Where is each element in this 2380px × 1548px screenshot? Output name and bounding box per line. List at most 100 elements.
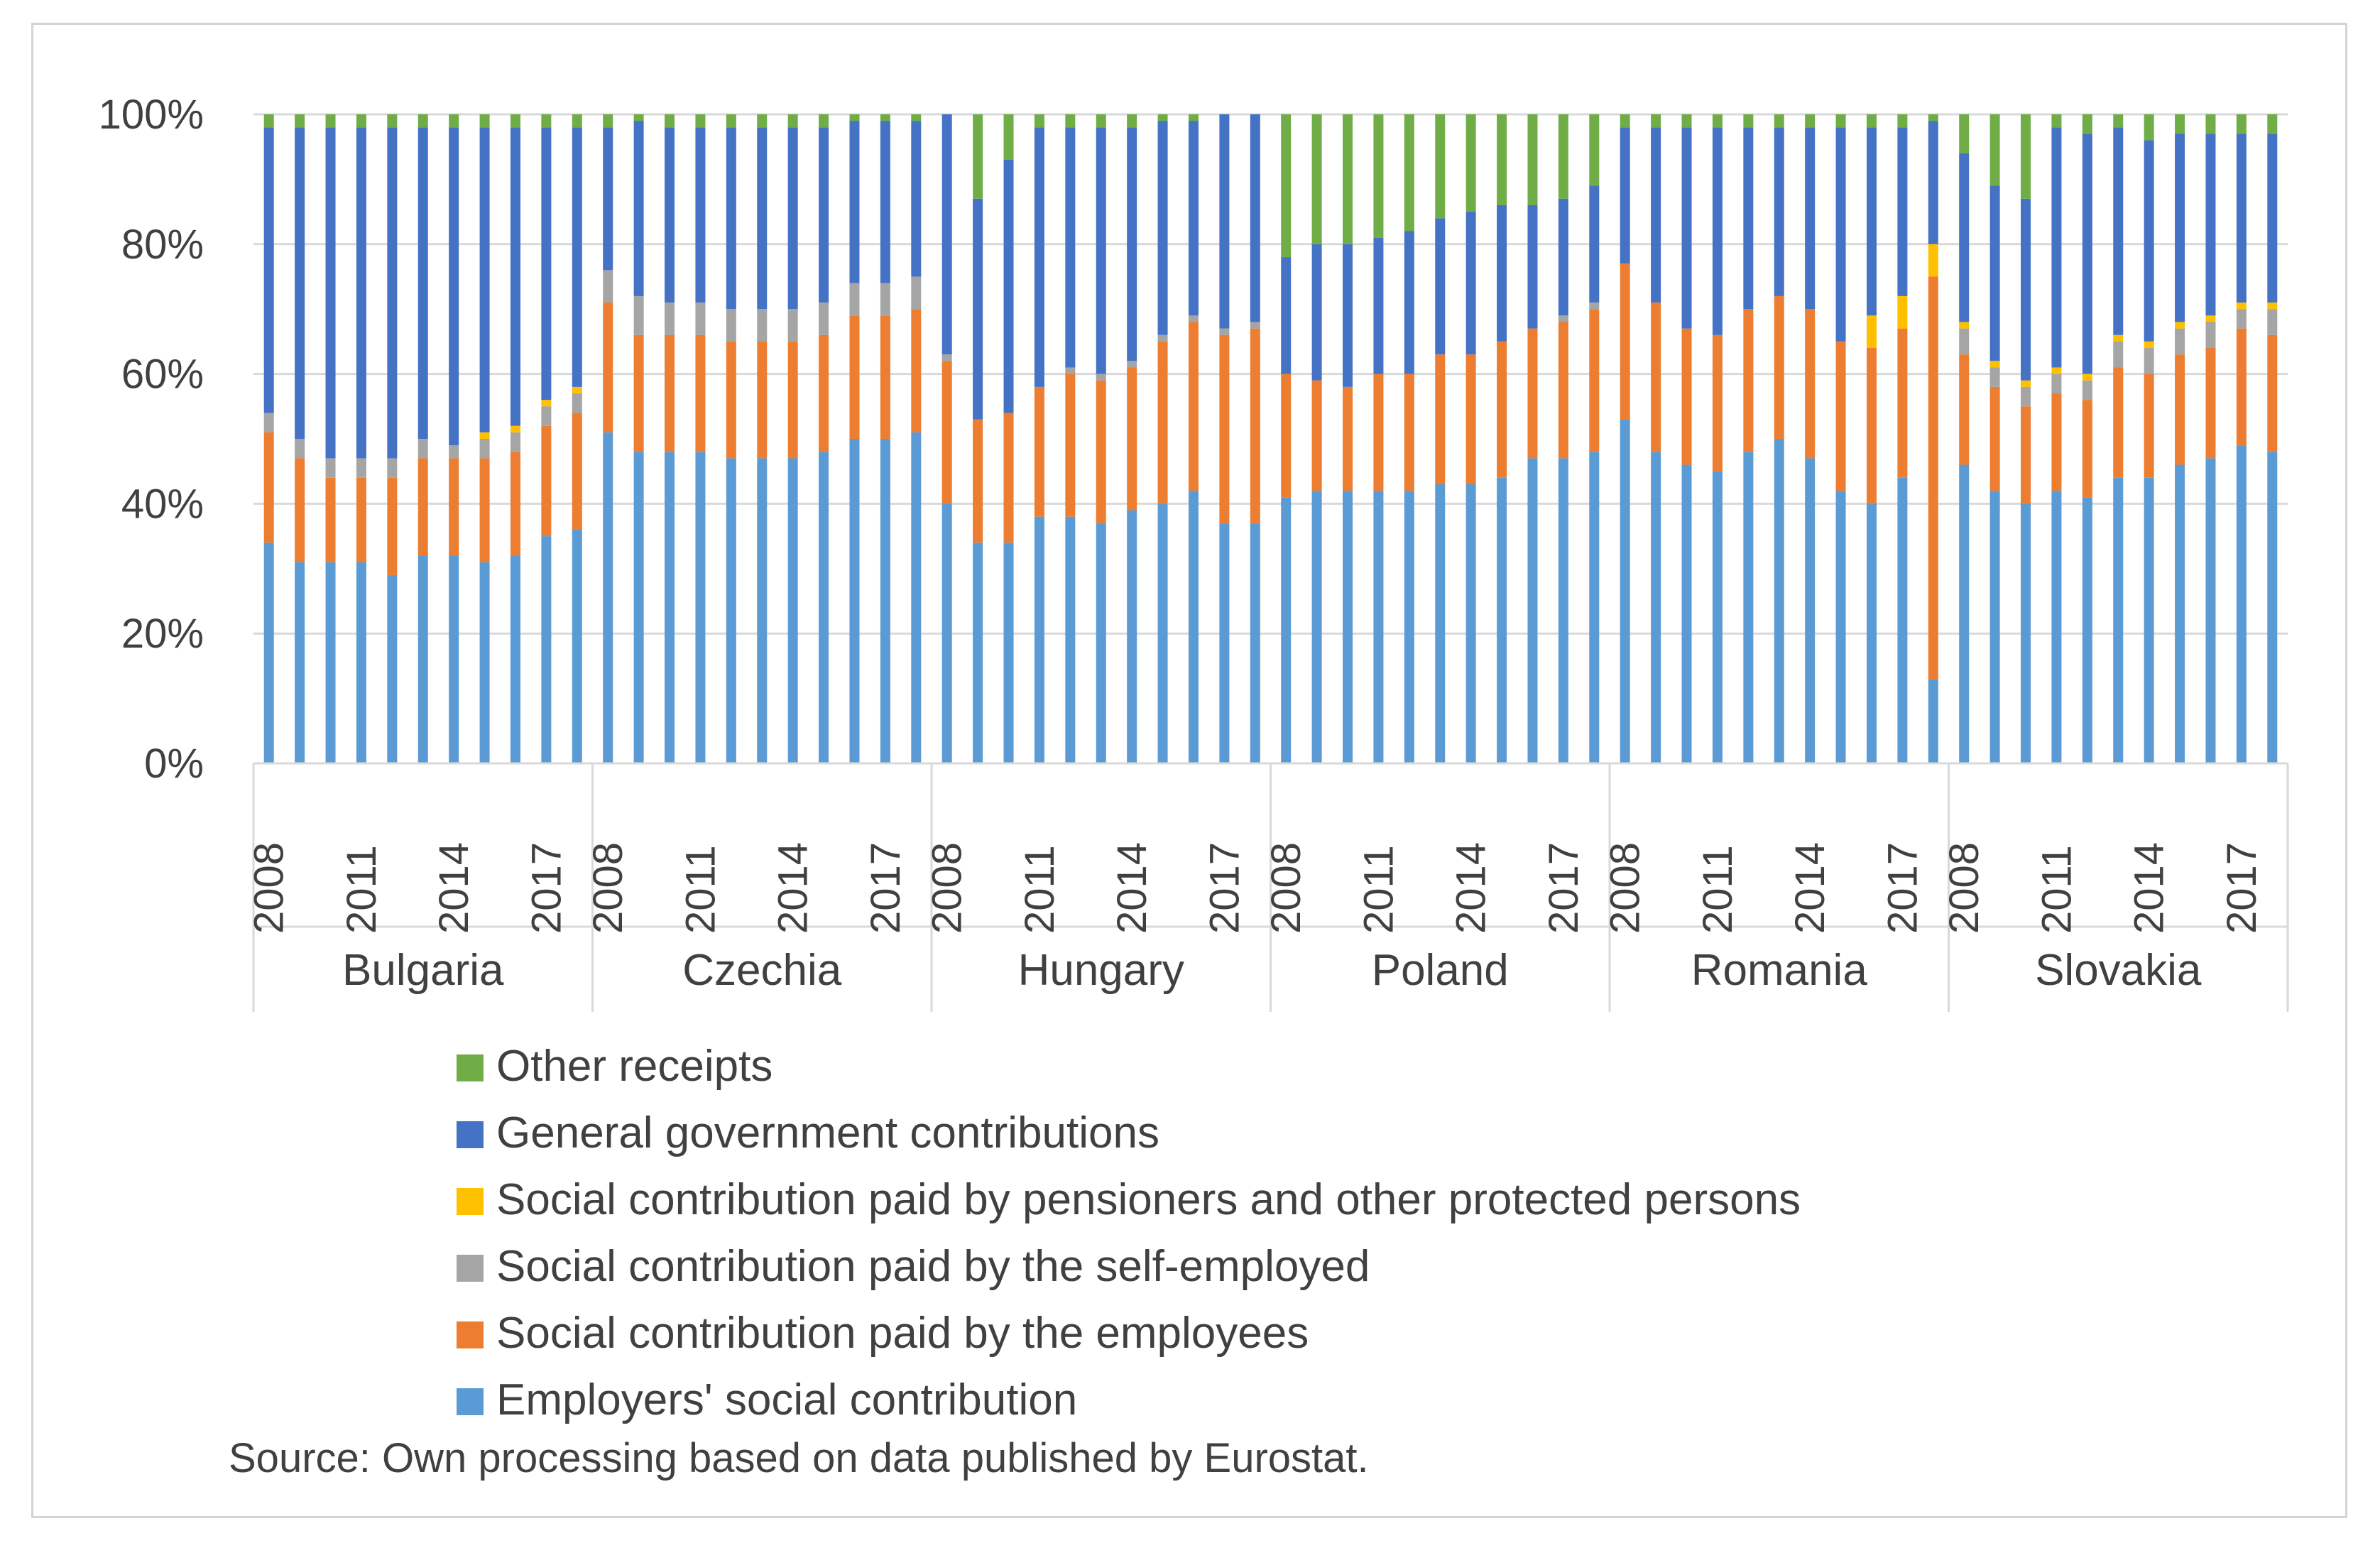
x-tick-label: 2014	[431, 842, 477, 934]
bar-segment-employers	[1343, 491, 1353, 763]
x-axis: 2008 2011 2014 2017 Bulgaria 2008 2011 2014 2017…	[246, 762, 2289, 1012]
bar-segment-employees	[1558, 322, 1568, 459]
bar-segment-pensioners	[2051, 367, 2062, 374]
bar-segment-employees	[417, 458, 428, 556]
bar-segment-pensioners	[1897, 295, 1908, 329]
bar-segment-employers	[356, 562, 366, 763]
x-tick-label: 2011	[2034, 845, 2080, 934]
bar-segment-government	[2021, 198, 2031, 381]
bar-segment-other	[695, 114, 706, 128]
bar-segment-pensioners	[2021, 380, 2031, 387]
country-group-bulgaria	[263, 114, 582, 763]
bar-segment-government	[1681, 127, 1692, 329]
bar-segment-employees	[1373, 374, 1384, 491]
bar-segment-employers	[1589, 452, 1600, 763]
bar-segment-employers	[1065, 516, 1076, 763]
bar-segment-government	[695, 127, 706, 303]
bar-segment-employers	[973, 543, 983, 763]
bar-segment-self_employed	[417, 439, 428, 459]
bar-segment-other	[1527, 114, 1538, 205]
y-tick-label: 20%	[121, 611, 204, 657]
bar-segment-other	[2236, 114, 2247, 134]
bar-segment-employees	[1589, 309, 1600, 452]
bar-segment-employers	[449, 555, 459, 763]
legend-swatch-government	[457, 1121, 484, 1148]
bar-segment-employees	[572, 413, 582, 530]
bar-segment-pensioners	[2236, 302, 2247, 310]
y-axis-ticks: 0% 20% 40% 60% 80% 100%	[99, 92, 204, 787]
bar-segment-employees	[2021, 406, 2031, 504]
bar-segment-self_employed	[263, 413, 274, 432]
bar-segment-other	[1928, 114, 1938, 121]
bar-segment-other	[1712, 114, 1723, 128]
bar-segment-government	[941, 114, 952, 355]
bar-segment-employees	[541, 425, 552, 537]
bar-segment-employers	[1281, 497, 1292, 763]
bar-segment-government	[2175, 133, 2185, 322]
bar-segment-other	[1743, 114, 1754, 128]
bar-segment-government	[1712, 127, 1723, 335]
bar-segment-employers	[541, 536, 552, 763]
bar-segment-employees	[603, 302, 613, 432]
bar-segment-other	[2144, 114, 2154, 141]
bar-segment-government	[1589, 185, 1600, 303]
bar-segment-employers	[911, 432, 922, 763]
country-group-hungary	[941, 114, 1260, 763]
bar-segment-self_employed	[941, 354, 952, 361]
bar-segment-other	[295, 114, 305, 128]
bar-segment-employees	[849, 315, 860, 439]
bar-segment-other	[1003, 114, 1014, 160]
bar-segment-other	[1065, 114, 1076, 128]
bar-segment-employers	[1651, 452, 1661, 763]
bar-segment-government	[2051, 127, 2062, 368]
bar-segment-self_employed	[2144, 348, 2154, 374]
bar-segment-self_employed	[1589, 302, 1600, 310]
bar-segment-pensioners	[1866, 315, 1877, 349]
bar-segment-self_employed	[1989, 367, 2000, 387]
bar-segment-employers	[819, 452, 829, 763]
bar-segment-employers	[1250, 523, 1260, 763]
bar-segment-employees	[1465, 354, 1476, 484]
bar-segment-pensioners	[2082, 374, 2092, 381]
legend-swatch-employers	[457, 1388, 484, 1415]
bar-segment-other	[1989, 114, 2000, 186]
legend-label-employers: Employers' social contribution	[496, 1375, 1077, 1424]
bar-segment-employers	[757, 458, 768, 763]
bar-segment-employees	[510, 452, 520, 556]
legend-label-other: Other receipts	[496, 1042, 773, 1091]
bar-segment-government	[787, 127, 798, 310]
bar-segment-government	[849, 121, 860, 283]
bar-segment-employees	[1866, 348, 1877, 504]
bar-segment-employees	[1743, 309, 1754, 452]
bar-segment-government	[325, 127, 336, 459]
bar-segment-employers	[510, 555, 520, 763]
bar-segment-employers	[2051, 491, 2062, 763]
source-note: Source: Own processing based on data pub…	[229, 1435, 1369, 1481]
bar-segment-self_employed	[2051, 374, 2062, 394]
bar-segment-pensioners	[1959, 322, 1970, 329]
bar-segment-government	[1373, 237, 1384, 374]
bar-segment-employees	[1157, 341, 1168, 504]
bar-segment-self_employed	[757, 309, 768, 342]
bar-segment-employees	[1281, 374, 1292, 498]
bar-segment-other	[1435, 114, 1446, 219]
bar-segment-employees	[633, 334, 644, 452]
bar-segment-other	[325, 114, 336, 128]
legend-swatch-other	[457, 1054, 484, 1081]
bar-segment-employers	[1989, 491, 2000, 763]
bar-segment-self_employed	[2021, 386, 2031, 407]
bar-segment-government	[2113, 127, 2124, 335]
bar-segment-government	[356, 127, 366, 459]
x-tick-label: 2017	[1879, 842, 1926, 934]
bar-segment-self_employed	[911, 276, 922, 310]
bar-segment-other	[1558, 114, 1568, 199]
bar-segment-other	[726, 114, 736, 128]
bar-segment-employers	[1096, 523, 1106, 763]
bar-segment-government	[1250, 114, 1260, 322]
bar-segment-employees	[787, 341, 798, 459]
bar-segment-other	[1188, 114, 1199, 121]
bar-segment-government	[263, 127, 274, 413]
bar-segment-government	[1897, 127, 1908, 296]
bar-segment-employers	[2236, 445, 2247, 763]
bar-segment-government	[1065, 127, 1076, 368]
